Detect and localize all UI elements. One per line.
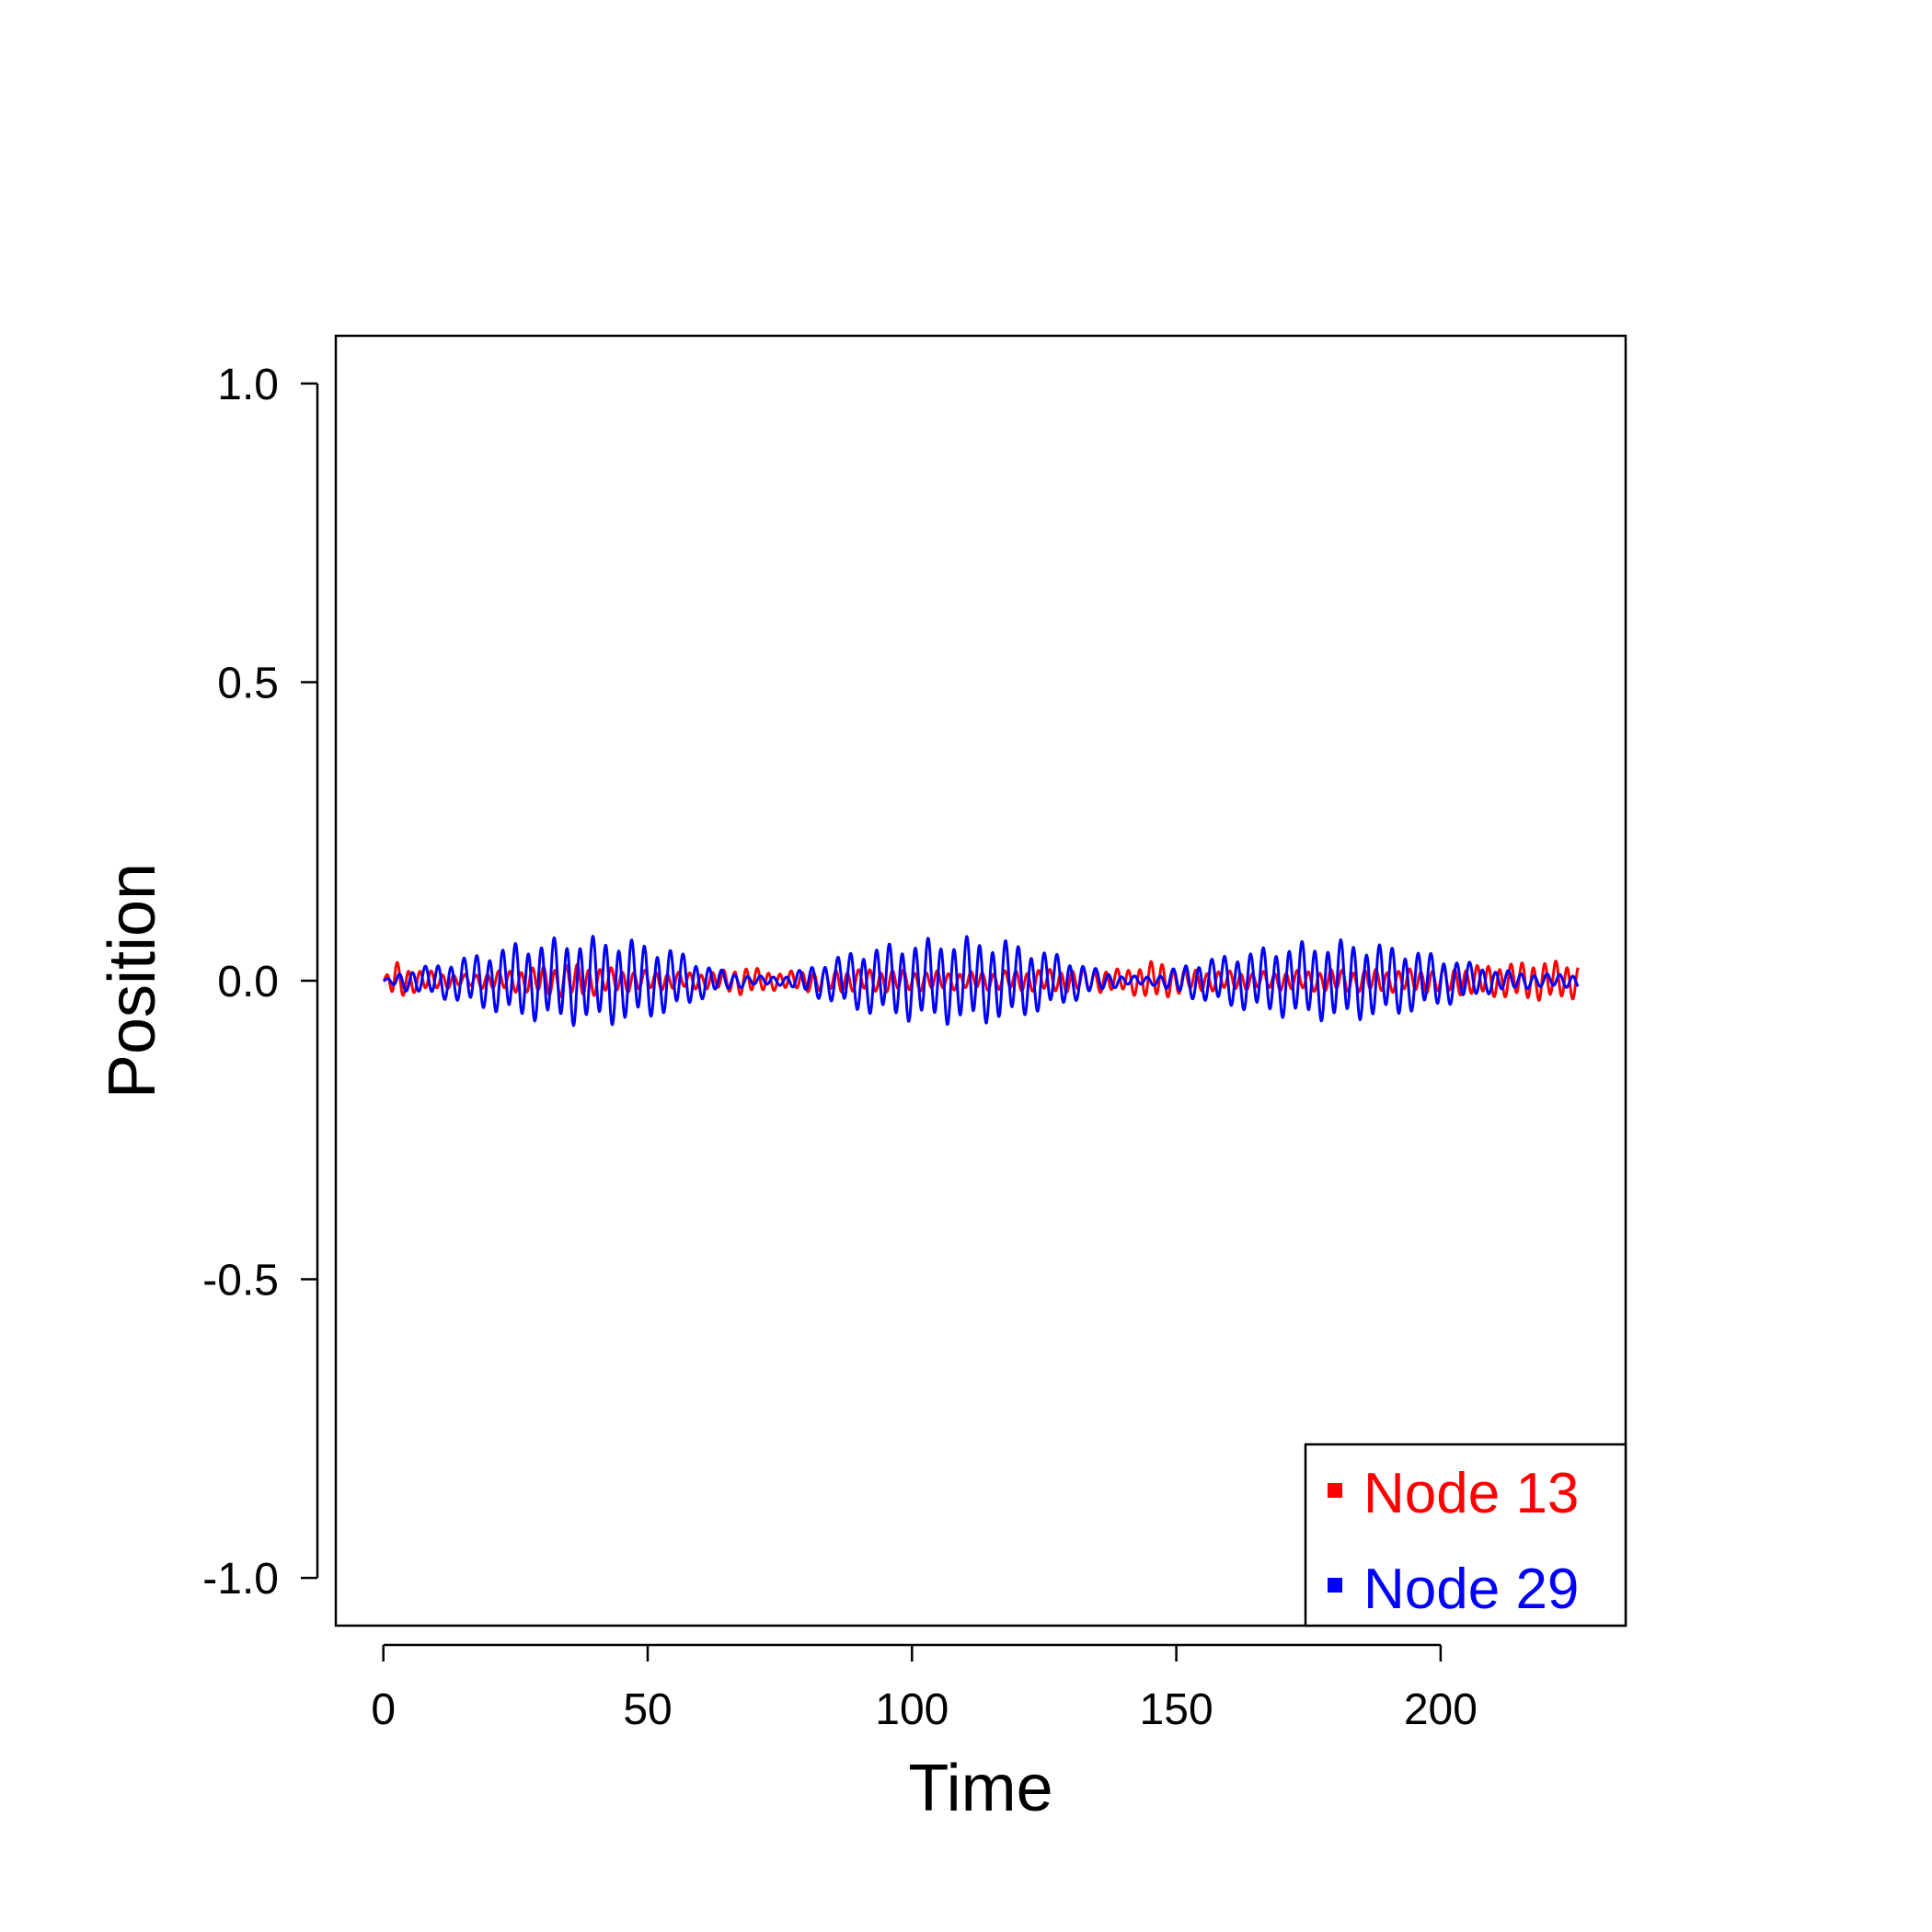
series-line-node-29 — [382, 935, 1580, 1028]
legend-key-node-29 — [1328, 1578, 1342, 1593]
x-axis: 0 50 100 150 200 — [371, 1643, 1478, 1734]
legend-key-node-13 — [1328, 1483, 1342, 1498]
series-line-node-13 — [382, 960, 1580, 1002]
y-tick-label: 0.5 — [217, 659, 279, 707]
y-tick-label: 0.0 — [217, 958, 279, 1006]
plot-frame — [334, 334, 1627, 1627]
legend-label-node-29: Node 29 — [1363, 1558, 1579, 1621]
legend-box — [1304, 1443, 1627, 1627]
y-axis-title: Position — [96, 863, 169, 1098]
legend: Node 13 Node 29 — [1304, 1443, 1627, 1627]
x-axis-title: Time — [908, 1752, 1052, 1825]
y-axis: -1.0 -0.5 0.0 0.5 1.0 — [202, 361, 319, 1604]
x-tick-label: 100 — [875, 1685, 949, 1734]
series-layer — [382, 935, 1580, 1028]
x-tick-label: 200 — [1404, 1685, 1478, 1734]
x-tick-label: 50 — [623, 1685, 672, 1734]
y-tick-label: -1.0 — [202, 1555, 279, 1604]
x-tick-label: 0 — [371, 1685, 396, 1734]
legend-label-node-13: Node 13 — [1363, 1462, 1579, 1525]
y-tick-label: 1.0 — [217, 361, 279, 409]
y-tick-label: -0.5 — [202, 1257, 279, 1305]
x-tick-label: 150 — [1140, 1685, 1213, 1734]
